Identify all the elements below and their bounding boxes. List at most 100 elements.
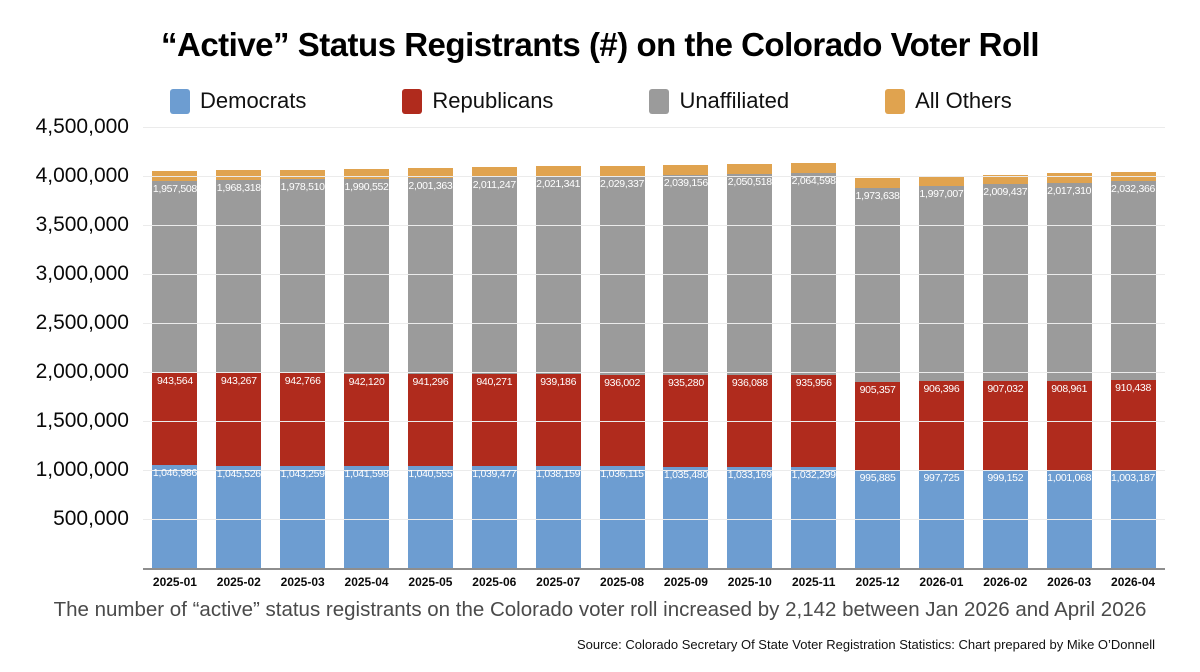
bar-2025-08: 1,036,115 936,002 2,029,337 2025-08 [590, 127, 654, 589]
bar-stack: 1,003,187 910,438 2,032,366 [1110, 171, 1156, 568]
x-axis-tick-label: 2025-04 [344, 575, 389, 589]
value-label: 1,032,299 [791, 468, 836, 481]
segment-all-others [599, 166, 645, 176]
bar-2025-04: 1,041,598 942,120 1,990,552 2025-04 [335, 127, 399, 589]
plot-area: 1,046,986 943,564 1,957,508 2025-01 1,045,52… [36, 115, 1165, 589]
bar-stack: 1,039,477 940,271 2,011,247 [471, 167, 517, 568]
legend-item-unaffiliated: Unaffiliated [649, 88, 789, 114]
segment-republicans: 942,766 [280, 373, 326, 466]
x-axis-tick-label: 2026-04 [1111, 575, 1156, 589]
legend-item-democrats: Democrats [170, 88, 306, 114]
gridline-1500000 [143, 421, 1165, 422]
y-axis-tick-label: 1,000,000 [35, 458, 129, 481]
value-label: 910,438 [1115, 382, 1151, 395]
value-label: 1,041,598 [344, 467, 389, 480]
republicans-swatch [402, 88, 423, 114]
x-axis-tick-label: 2025-08 [600, 575, 645, 589]
value-label: 1,957,508 [152, 183, 197, 196]
segment-republicans: 943,564 [152, 372, 198, 466]
segment-unaffiliated: 1,990,552 [344, 178, 390, 374]
segment-democrats: 1,043,259 [280, 465, 326, 568]
segment-republicans: 908,961 [1046, 380, 1092, 470]
gridline-4500000 [143, 127, 1165, 128]
gridline-2500000 [143, 323, 1165, 324]
bar-2026-01: 997,725 906,396 1,997,007 2026-01 [910, 127, 974, 589]
segment-unaffiliated: 2,032,366 [1110, 181, 1156, 381]
segment-all-others [855, 178, 901, 189]
y-axis-tick-label: 1,500,000 [35, 409, 129, 432]
y-axis-tick-label: 3,500,000 [35, 213, 129, 236]
segment-republicans: 936,002 [599, 374, 645, 467]
value-label: 1,036,115 [600, 468, 644, 481]
segment-unaffiliated: 1,973,638 [855, 188, 901, 382]
value-label: 2,001,363 [408, 179, 453, 192]
value-label: 943,564 [157, 374, 193, 387]
gridline-1000000 [143, 470, 1165, 471]
value-label: 1,039,477 [472, 468, 517, 481]
segment-all-others [471, 167, 517, 177]
value-label: 939,186 [540, 376, 577, 389]
value-label: 2,050,518 [727, 176, 772, 189]
segment-republicans: 940,271 [471, 374, 517, 467]
segment-republicans: 907,032 [982, 381, 1028, 471]
segment-democrats: 1,046,986 [152, 465, 198, 568]
segment-unaffiliated: 2,021,341 [535, 176, 581, 375]
bar-stack: 1,046,986 943,564 1,957,508 [152, 171, 198, 568]
x-axis-tick-label: 2025-11 [791, 575, 836, 589]
segment-republicans: 936,088 [727, 375, 773, 467]
value-label: 999,152 [987, 472, 1024, 485]
value-label: 995,885 [859, 472, 896, 485]
segment-democrats: 1,001,068 [1046, 469, 1092, 568]
segment-all-others [407, 167, 453, 178]
bar-2025-09: 1,035,480 935,280 2,039,156 2025-09 [654, 127, 718, 589]
value-label: 1,040,555 [408, 468, 453, 481]
value-label: 2,021,341 [536, 178, 581, 191]
bar-2025-02: 1,045,526 943,267 1,968,318 2025-02 [207, 127, 271, 589]
value-label: 1,038,159 [536, 468, 581, 481]
y-axis-tick-label: 500,000 [53, 507, 129, 530]
chart-title: “Active” Status Registrants (#) on the C… [160, 26, 1040, 63]
segment-democrats: 1,033,169 [727, 466, 773, 568]
x-axis-tick-label: 2025-10 [727, 575, 772, 589]
bar-2026-02: 999,152 907,032 2,009,437 2026-02 [973, 127, 1037, 589]
value-label: 1,997,007 [919, 187, 964, 200]
legend-label-republicans: Republicans [432, 88, 554, 113]
value-label: 1,003,187 [1111, 471, 1156, 484]
legend-label-democrats: Democrats [200, 88, 307, 113]
gridline-2000000 [143, 372, 1165, 373]
segment-unaffiliated: 1,997,007 [918, 185, 964, 382]
x-axis-tick-label: 2026-01 [919, 575, 964, 589]
bar-stack: 1,040,555 941,296 2,001,363 [407, 167, 453, 568]
bar-2025-07: 1,038,159 939,186 2,021,341 2025-07 [526, 127, 590, 589]
segment-republicans: 905,357 [855, 381, 901, 471]
segment-all-others [216, 170, 262, 181]
value-label: 997,725 [923, 472, 960, 485]
segment-democrats: 1,045,526 [216, 465, 262, 568]
segment-all-others [918, 175, 964, 186]
x-axis-tick-label: 2025-03 [280, 575, 325, 589]
caption: The number of “active” status registrant… [53, 598, 1147, 621]
value-label: 941,296 [412, 375, 449, 388]
segment-republicans: 935,280 [663, 374, 709, 467]
value-label: 935,956 [795, 377, 832, 390]
x-axis-tick-label: 2025-12 [855, 575, 900, 589]
segment-unaffiliated: 1,978,510 [280, 179, 326, 374]
segment-unaffiliated: 1,968,318 [216, 180, 262, 374]
value-label: 906,396 [923, 383, 960, 396]
segment-republicans: 943,267 [216, 373, 262, 466]
democrats-swatch [170, 88, 190, 114]
value-label: 943,267 [220, 375, 257, 388]
x-axis-tick-label: 2025-01 [152, 575, 197, 589]
x-axis-tick-label: 2025-07 [536, 575, 581, 589]
y-axis-tick-label: 2,500,000 [35, 311, 129, 334]
gridline-500000 [143, 519, 1165, 520]
bar-2025-11: 1,032,299 935,956 2,064,598 2025-11 [782, 127, 846, 589]
bar-2025-03: 1,043,259 942,766 1,978,510 2025-03 [271, 127, 335, 589]
bar-2026-03: 1,001,068 908,961 2,017,310 2026-03 [1037, 127, 1101, 589]
segment-republicans: 906,396 [918, 381, 964, 471]
segment-all-others [791, 163, 837, 173]
segment-democrats: 1,039,477 [471, 466, 517, 568]
value-label: 1,035,480 [663, 468, 708, 481]
bar-stack: 1,041,598 942,120 1,990,552 [344, 168, 390, 568]
segment-democrats: 1,032,299 [791, 466, 837, 568]
